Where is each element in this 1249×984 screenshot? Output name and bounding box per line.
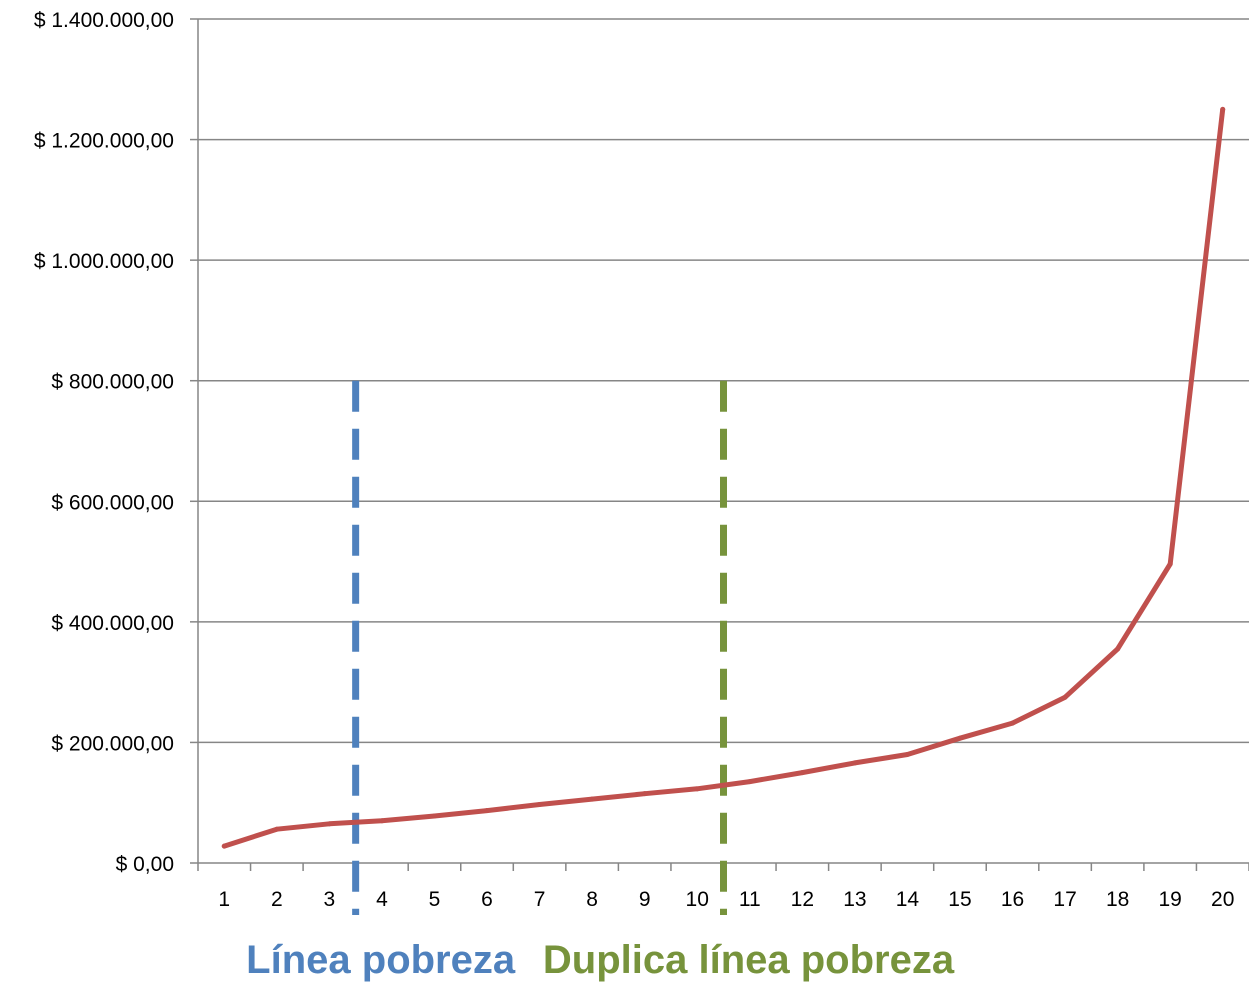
data-point [484, 808, 490, 814]
y-tick-label: $ 600.000,00 [51, 491, 174, 514]
x-tick-label: 5 [429, 888, 441, 911]
series-line [221, 106, 1226, 849]
data-point [799, 770, 805, 776]
data-point [852, 760, 858, 766]
data-point [694, 786, 700, 792]
annotation-label: Línea pobreza [246, 938, 516, 982]
data-point [1115, 646, 1121, 652]
series-group [221, 106, 1226, 849]
x-tick-label: 12 [791, 888, 814, 911]
x-tick-label: 11 [739, 888, 761, 911]
y-tick-label: $ 1.200.000,00 [34, 130, 174, 153]
x-tick-label: 15 [948, 888, 971, 911]
data-point [1062, 694, 1068, 700]
data-point [379, 818, 385, 824]
data-point [642, 791, 648, 797]
x-tick-label: 6 [481, 888, 493, 911]
x-tick-label: 1 [218, 888, 230, 911]
annotation-label: Duplica línea pobreza [543, 938, 955, 982]
x-tick-label: 19 [1158, 888, 1181, 911]
x-tick-label: 17 [1053, 888, 1076, 911]
y-tick-label: $ 400.000,00 [51, 612, 174, 635]
data-point [1220, 106, 1226, 112]
x-tick-label: 2 [271, 888, 283, 911]
x-tick-label: 18 [1106, 888, 1129, 911]
x-tick-label: 14 [896, 888, 920, 911]
annotation-lines [352, 380, 727, 915]
data-point [1167, 561, 1173, 567]
data-point [326, 821, 332, 827]
x-tick-labels: 1 2 3 4 5 6 7 8 9 10 11 12 13 14 15 16 17 18 19 20 [218, 888, 1234, 911]
x-tick-label: 7 [534, 888, 546, 911]
x-tick-label: 9 [639, 888, 651, 911]
data-point [221, 843, 227, 849]
axes [190, 18, 1249, 871]
data-point [274, 826, 280, 832]
y-tick-label: $ 0,00 [116, 853, 174, 876]
x-tick-label: 3 [324, 888, 336, 911]
y-tick-label: $ 800.000,00 [51, 371, 174, 394]
data-point [431, 813, 437, 819]
x-tick-label: 13 [843, 888, 866, 911]
x-tick-label: 8 [586, 888, 598, 911]
y-tick-label: $ 200.000,00 [51, 732, 174, 755]
data-point [747, 779, 753, 785]
x-tick-label: 20 [1211, 888, 1234, 911]
x-tick-label: 16 [1001, 888, 1024, 911]
data-point [589, 796, 595, 802]
x-tick-label: 4 [376, 888, 388, 911]
y-tick-label: $ 1.400.000,00 [34, 9, 174, 32]
y-tick-labels: $ 0,00 $ 200.000,00 $ 400.000,00 $ 600.000,… [34, 9, 174, 876]
data-point [537, 802, 543, 808]
data-point [957, 735, 963, 741]
x-tick-label: 10 [686, 888, 709, 911]
data-point [904, 751, 910, 757]
y-tick-label: $ 1.000.000,00 [34, 250, 174, 273]
annotation-labels: Línea pobreza Duplica línea pobreza [246, 938, 955, 982]
data-point [1010, 720, 1016, 726]
